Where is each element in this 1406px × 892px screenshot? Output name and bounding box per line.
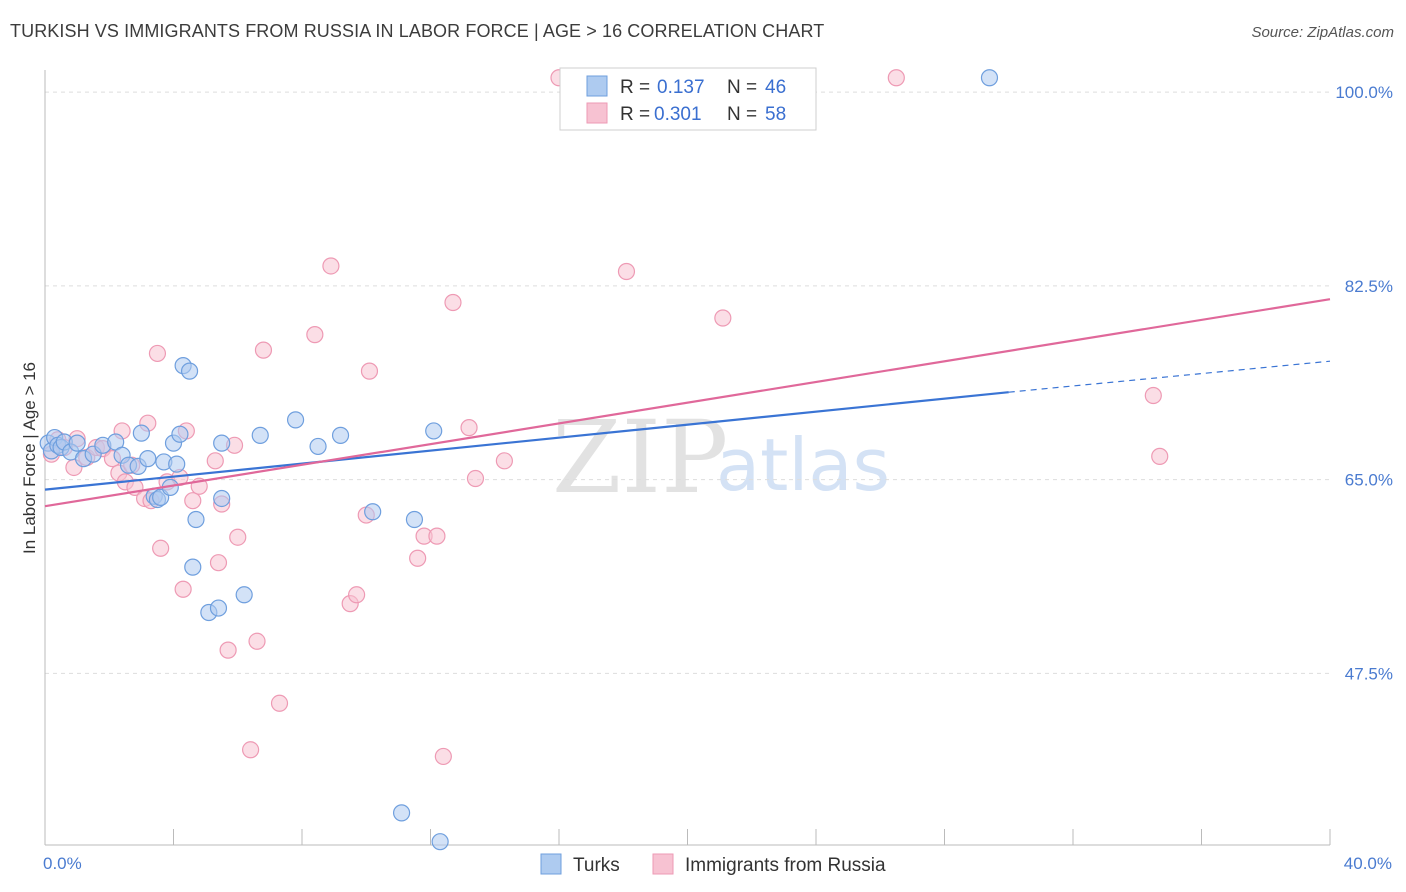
russia-point [209, 554, 228, 572]
russia-point [248, 632, 266, 650]
turks-point [331, 426, 350, 444]
legend-n-label: N = [727, 104, 757, 125]
russia-point [1144, 386, 1162, 405]
series-turks-points [39, 69, 999, 851]
legend-turks-n: 46 [765, 77, 786, 98]
turks-point [364, 503, 382, 521]
turks-point [209, 599, 228, 617]
y-tick-label: 47.5% [1345, 664, 1393, 683]
turks-point [168, 455, 186, 473]
turks-point [286, 411, 305, 429]
legend-swatch-turks [586, 75, 608, 97]
russia-point [409, 549, 427, 567]
turks-point [184, 558, 202, 576]
bottom-legend-swatch-russia [652, 853, 674, 875]
russia-point [444, 293, 462, 312]
russia-point [714, 309, 732, 327]
russia-point [1151, 447, 1169, 465]
bottom-legend-swatch-turks [540, 853, 562, 875]
legend-turks-r: 0.137 [657, 77, 705, 98]
turks-point [187, 510, 205, 529]
russia-point [617, 262, 636, 281]
russia-point [322, 257, 340, 275]
turks-point [213, 434, 231, 452]
turks-trend-extension [1008, 360, 1331, 393]
russia-point [270, 694, 289, 712]
russia-point [348, 586, 366, 604]
y-tick-label: 82.5% [1345, 277, 1393, 296]
turks-point [171, 425, 189, 443]
russia-trend-line [44, 298, 1331, 508]
series-legend: Turks Immigrants from Russia [540, 853, 886, 876]
turks-point [180, 362, 199, 380]
legend-r-label: R = [620, 77, 650, 98]
watermark-zip: ZIP [552, 399, 728, 516]
turks-point [980, 69, 999, 87]
trend-lines [44, 298, 1331, 508]
x-tick-label-min: 0.0% [43, 854, 82, 873]
y-tick-label: 65.0% [1345, 471, 1393, 490]
turks-point [251, 426, 269, 444]
y-tick-label: 100.0% [1335, 83, 1393, 102]
russia-point [460, 419, 478, 437]
russia-point [887, 69, 905, 87]
russia-point [360, 362, 379, 380]
turks-point [213, 489, 231, 508]
y-tick-labels: 100.0% 82.5% 65.0% 47.5% [1335, 83, 1393, 683]
chart-source: Source: ZipAtlas.com [1251, 24, 1394, 41]
turks-point [309, 437, 327, 456]
legend-russia-n: 58 [765, 104, 786, 125]
turks-trend-line [44, 391, 1009, 491]
x-tick-label-max: 40.0% [1344, 854, 1392, 873]
russia-point [174, 580, 192, 598]
russia-point [184, 492, 202, 510]
russia-point [254, 341, 273, 359]
turks-point [425, 422, 443, 440]
legend-russia-r: 0.301 [654, 104, 702, 125]
watermark-atlas: atlas [716, 423, 890, 507]
y-axis-label: In Labor Force | Age > 16 [20, 362, 39, 554]
russia-point [428, 527, 446, 545]
turks-point [139, 450, 157, 468]
gridlines [45, 91, 1330, 674]
chart-title: TURKISH VS IMMIGRANTS FROM RUSSIA IN LAB… [10, 21, 825, 41]
russia-point [219, 641, 237, 659]
russia-point [466, 469, 485, 488]
russia-point [242, 741, 260, 759]
russia-point [229, 528, 247, 546]
turks-point [68, 434, 86, 452]
legend-swatch-russia [586, 102, 608, 124]
turks-point [431, 833, 449, 851]
stats-legend: R = 0.137 N = 46 R = 0.301 N = 58 [559, 67, 817, 131]
watermark: ZIP atlas [552, 399, 890, 516]
turks-point [392, 804, 411, 822]
bottom-legend-turks: Turks [573, 855, 620, 876]
russia-point [495, 452, 513, 470]
russia-point [152, 539, 170, 557]
legend-r-label: R = [620, 104, 650, 125]
russia-point [434, 747, 452, 766]
legend-n-label: N = [727, 77, 757, 98]
turks-point [132, 424, 150, 442]
russia-point [306, 326, 324, 344]
turks-point [235, 586, 253, 604]
russia-point [148, 344, 167, 363]
russia-point [206, 452, 224, 470]
turks-point [405, 510, 424, 529]
bottom-legend-russia: Immigrants from Russia [685, 855, 886, 876]
